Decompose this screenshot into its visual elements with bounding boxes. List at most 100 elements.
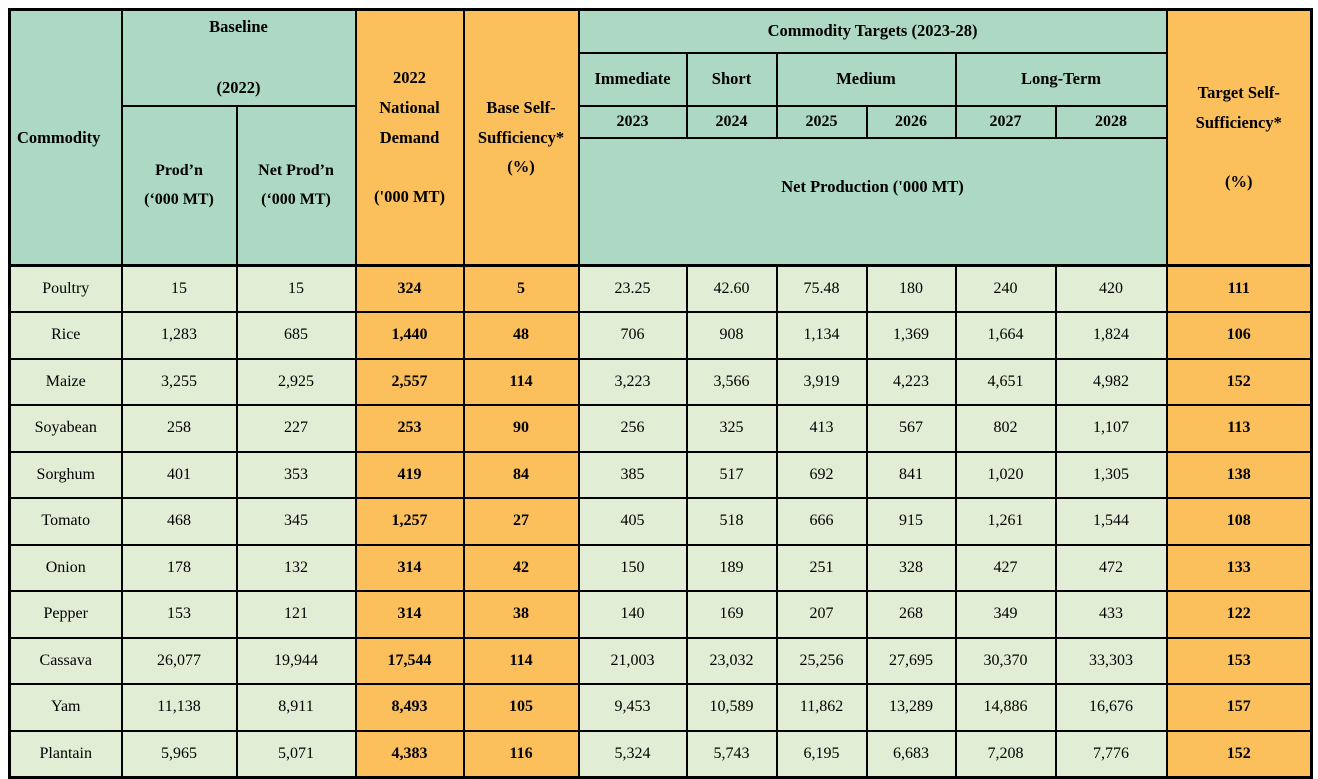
target-2023-cell: 706 (577, 311, 688, 360)
target-2028-cell: 1,305 (1054, 450, 1168, 500)
prodn-cell: 15 (120, 264, 238, 314)
prodn-cell: 5,965 (120, 729, 238, 779)
target-2023-cell: 23.25 (577, 264, 688, 314)
header-commodity-targets: Commodity Targets (2023-28) (577, 8, 1168, 54)
header-year-2025: 2025 (775, 104, 868, 139)
header-national-demand: 2022 National Demand ('000 MT) (354, 8, 465, 267)
header-year-2028: 2028 (1054, 104, 1168, 139)
prodn-cell: 178 (120, 543, 238, 593)
target-2024-cell: 10,589 (685, 683, 778, 732)
target-2023-cell: 21,003 (577, 636, 688, 686)
target-2027-cell: 427 (954, 543, 1057, 593)
target-2025-cell: 413 (775, 404, 868, 453)
target-2024-cell: 5,743 (685, 729, 778, 779)
prodn-cell: 153 (120, 590, 238, 639)
table-row: Rice 1,283 685 1,440 48 706 908 1,134 1,… (8, 311, 1313, 360)
target-2026-cell: 841 (865, 450, 957, 500)
table-row: Yam 11,138 8,911 8,493 105 9,453 10,589 … (8, 683, 1313, 732)
target-2026-cell: 27,695 (865, 636, 957, 686)
target-2028-cell: 1,544 (1054, 497, 1168, 546)
base-self-sufficiency-cell: 27 (462, 497, 580, 546)
prodn-cell: 1,283 (120, 311, 238, 360)
header-long-term: Long-Term (954, 51, 1168, 107)
target-2024-cell: 517 (685, 450, 778, 500)
table-row: Maize 3,255 2,925 2,557 114 3,223 3,566 … (8, 357, 1313, 407)
commodity-cell: Onion (8, 543, 123, 593)
target-2028-cell: 16,676 (1054, 683, 1168, 732)
target-2024-cell: 3,566 (685, 357, 778, 407)
header-year-2024: 2024 (685, 104, 778, 139)
net-prodn-cell: 227 (235, 404, 357, 453)
header-base-self-sufficiency: Base Self- Sufficiency* (%) (462, 8, 580, 267)
net-prodn-cell: 132 (235, 543, 357, 593)
target-2025-cell: 207 (775, 590, 868, 639)
target-2027-cell: 240 (954, 264, 1057, 314)
header-medium: Medium (775, 51, 957, 107)
net-prodn-cell: 345 (235, 497, 357, 546)
header-net-prodn: Net Prod’n (‘000 MT) (235, 104, 357, 267)
demand-cell: 2,557 (354, 357, 465, 407)
target-2027-cell: 349 (954, 590, 1057, 639)
target-2027-cell: 4,651 (954, 357, 1057, 407)
target-2023-cell: 256 (577, 404, 688, 453)
table-body: Poultry 15 15 324 5 23.25 42.60 75.48 18… (8, 264, 1313, 779)
header-year-2023: 2023 (577, 104, 688, 139)
table-row: Cassava 26,077 19,944 17,544 114 21,003 … (8, 636, 1313, 686)
prodn-cell: 3,255 (120, 357, 238, 407)
target-2025-cell: 11,862 (775, 683, 868, 732)
target-2026-cell: 915 (865, 497, 957, 546)
commodity-cell: Tomato (8, 497, 123, 546)
header-net-production: Net Production ('000 MT) (577, 136, 1168, 267)
commodity-cell: Pepper (8, 590, 123, 639)
target-self-sufficiency-cell: 152 (1165, 357, 1313, 407)
target-2027-cell: 30,370 (954, 636, 1057, 686)
target-2027-cell: 802 (954, 404, 1057, 453)
demand-cell: 324 (354, 264, 465, 314)
target-2024-cell: 325 (685, 404, 778, 453)
header-baseline: Baseline (2022) (120, 8, 357, 107)
target-2026-cell: 567 (865, 404, 957, 453)
table-row: Plantain 5,965 5,071 4,383 116 5,324 5,7… (8, 729, 1313, 779)
target-2026-cell: 268 (865, 590, 957, 639)
target-2024-cell: 518 (685, 497, 778, 546)
net-prodn-cell: 2,925 (235, 357, 357, 407)
target-2026-cell: 328 (865, 543, 957, 593)
base-self-sufficiency-cell: 42 (462, 543, 580, 593)
target-2023-cell: 140 (577, 590, 688, 639)
target-2025-cell: 251 (775, 543, 868, 593)
table-header: Commodity Baseline (2022) 2022 National … (8, 8, 1313, 267)
net-prodn-cell: 353 (235, 450, 357, 500)
table-row: Pepper 153 121 314 38 140 169 207 268 34… (8, 590, 1313, 639)
target-2027-cell: 14,886 (954, 683, 1057, 732)
demand-cell: 17,544 (354, 636, 465, 686)
target-2024-cell: 42.60 (685, 264, 778, 314)
target-2025-cell: 1,134 (775, 311, 868, 360)
commodity-cell: Soyabean (8, 404, 123, 453)
base-self-sufficiency-cell: 105 (462, 683, 580, 732)
base-self-sufficiency-cell: 38 (462, 590, 580, 639)
header-prodn: Prod’n (‘000 MT) (120, 104, 238, 267)
prodn-cell: 11,138 (120, 683, 238, 732)
target-self-sufficiency-cell: 108 (1165, 497, 1313, 546)
header-year-2026: 2026 (865, 104, 957, 139)
target-self-sufficiency-cell: 152 (1165, 729, 1313, 779)
target-self-sufficiency-cell: 111 (1165, 264, 1313, 314)
target-self-sufficiency-cell: 138 (1165, 450, 1313, 500)
net-prodn-cell: 15 (235, 264, 357, 314)
net-prodn-cell: 5,071 (235, 729, 357, 779)
target-2028-cell: 7,776 (1054, 729, 1168, 779)
commodity-cell: Poultry (8, 264, 123, 314)
target-2024-cell: 23,032 (685, 636, 778, 686)
header-immediate: Immediate (577, 51, 688, 107)
target-2023-cell: 405 (577, 497, 688, 546)
demand-cell: 419 (354, 450, 465, 500)
target-self-sufficiency-cell: 157 (1165, 683, 1313, 732)
target-self-sufficiency-cell: 153 (1165, 636, 1313, 686)
target-2026-cell: 6,683 (865, 729, 957, 779)
commodity-cell: Plantain (8, 729, 123, 779)
target-2024-cell: 169 (685, 590, 778, 639)
target-2027-cell: 1,261 (954, 497, 1057, 546)
target-2023-cell: 9,453 (577, 683, 688, 732)
commodity-cell: Sorghum (8, 450, 123, 500)
commodity-targets-table: Commodity Baseline (2022) 2022 National … (8, 8, 1314, 779)
